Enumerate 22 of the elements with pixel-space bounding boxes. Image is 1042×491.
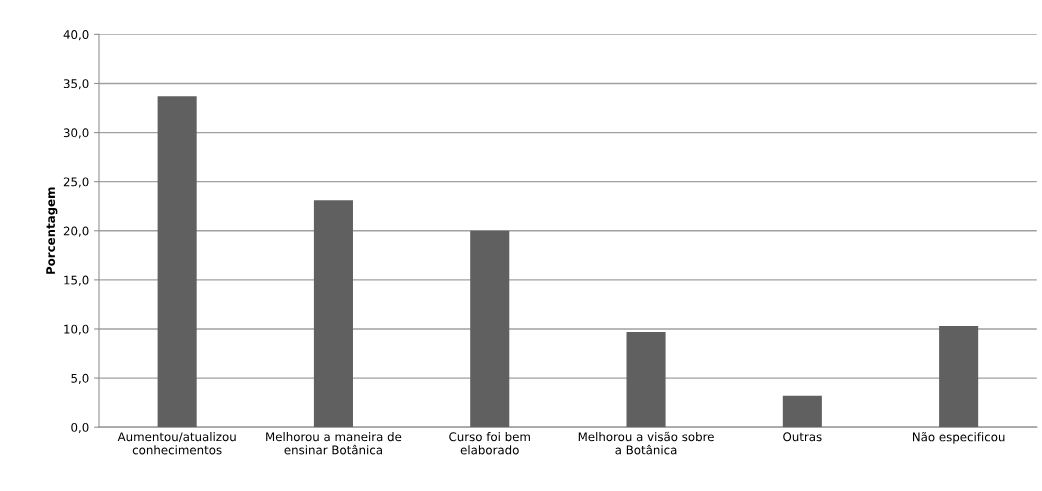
- bar: [939, 326, 979, 428]
- y-tick-label: 20,0: [63, 226, 89, 237]
- y-tick-label: 30,0: [63, 128, 89, 139]
- bar: [313, 200, 353, 428]
- x-tick-label: Melhorou a maneira de ensinar Botânica: [266, 432, 402, 455]
- x-tick-label: Outras: [783, 432, 822, 442]
- y-tick-label: 15,0: [64, 275, 89, 286]
- y-tick-label: 40,0: [63, 30, 89, 41]
- y-axis-title: Porcentagem: [46, 187, 58, 274]
- x-tick-label: Melhorou a visão sobre a Botânica: [578, 431, 714, 455]
- y-tick-label: 35,0: [63, 79, 89, 90]
- y-tick-label: 0,0: [71, 422, 89, 434]
- y-tick-label: 5,0: [71, 373, 89, 384]
- bar: [782, 395, 822, 428]
- x-tick-label: Não especificou: [912, 432, 1005, 444]
- bar: [470, 230, 510, 428]
- x-tick-label: Curso foi bem elaborado: [449, 432, 530, 455]
- y-tick-label: 25,0: [63, 177, 89, 188]
- bar: [157, 96, 197, 428]
- bar: [626, 331, 666, 428]
- y-tick-label: 10,0: [64, 324, 89, 335]
- x-tick-label: Aumentou/atualizou conhecimentos: [117, 432, 236, 455]
